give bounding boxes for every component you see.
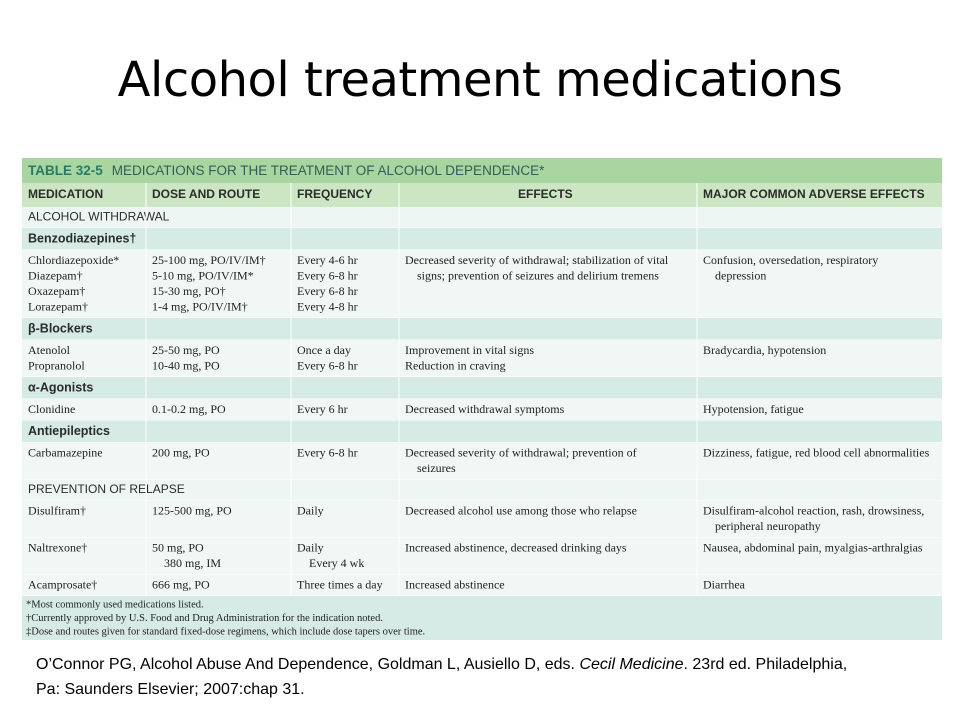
cell-text: Carbamazepine bbox=[28, 445, 103, 459]
section-band bbox=[22, 479, 942, 501]
cell-text: Three times a day bbox=[297, 577, 383, 591]
column-header: MAJOR COMMON ADVERSE EFFECTS bbox=[703, 187, 925, 201]
cell-text: depression bbox=[715, 268, 766, 282]
column-header: FREQUENCY bbox=[297, 187, 372, 201]
cell-text: Diazepam† bbox=[28, 268, 83, 282]
cell-text: Daily bbox=[297, 503, 324, 517]
cell-text: Atenolol bbox=[28, 343, 71, 357]
cell-text: 666 mg, PO bbox=[152, 577, 210, 591]
cell-text: Every 6-8 hr bbox=[297, 268, 358, 282]
cell-text: Improvement in vital signs bbox=[405, 343, 534, 357]
data-band bbox=[22, 442, 942, 480]
cell-text: Every 6-8 hr bbox=[297, 445, 358, 459]
citation-text: O’Connor PG, Alcohol Abuse And Dependenc… bbox=[36, 656, 580, 673]
cell-text: Every 6-8 hr bbox=[297, 284, 358, 298]
cell-text: Increased abstinence bbox=[405, 577, 505, 591]
footnote: ‡Dose and routes given for standard fixe… bbox=[26, 626, 425, 637]
table-title-band bbox=[22, 158, 942, 183]
cell-text: Every 4 wk bbox=[309, 556, 364, 570]
cell-text: 1-4 mg, PO/IV/IM† bbox=[152, 299, 248, 313]
cell-text: Every 4-6 hr bbox=[297, 253, 358, 267]
cell-text: 200 mg, PO bbox=[152, 445, 210, 459]
data-band bbox=[22, 537, 942, 575]
group-band bbox=[22, 318, 942, 340]
table-caption-text: MEDICATIONS FOR THE TREATMENT OF ALCOHOL… bbox=[112, 163, 545, 178]
column-header: EFFECTS bbox=[518, 187, 573, 201]
data-band bbox=[22, 250, 942, 318]
slide-title: Alcohol treatment medications bbox=[117, 52, 843, 108]
citation: O’Connor PG, Alcohol Abuse And Dependenc… bbox=[36, 652, 848, 702]
cell-text: Decreased severity of withdrawal; stabil… bbox=[405, 253, 669, 267]
cell-text: 25-50 mg, PO bbox=[152, 343, 220, 357]
cell-text: Clonidine bbox=[28, 402, 75, 416]
column-header-band bbox=[22, 183, 942, 207]
cell-text: Every 6-8 hr bbox=[297, 358, 358, 372]
cell-text: Naltrexone† bbox=[28, 540, 87, 554]
group-heading: Benzodiazepines† bbox=[28, 231, 136, 245]
cell-text: 10-40 mg, PO bbox=[152, 358, 220, 372]
cell-text: Decreased alcohol use among those who re… bbox=[405, 503, 637, 517]
cell-text: Oxazepam† bbox=[28, 284, 85, 298]
data-band bbox=[22, 500, 942, 538]
cell-text: Lorazepam† bbox=[28, 299, 88, 313]
cell-text: 15-30 mg, PO† bbox=[152, 284, 226, 298]
cell-text: Daily bbox=[297, 540, 324, 554]
cell-text: Nausea, abdominal pain, myalgias-arthral… bbox=[703, 540, 923, 554]
cell-text: Decreased withdrawal symptoms bbox=[405, 402, 565, 416]
cell-text: Chlordiazepoxide* bbox=[28, 253, 119, 267]
cell-text: Confusion, oversedation, respiratory bbox=[703, 253, 878, 267]
cell-text: Diarrhea bbox=[703, 577, 746, 591]
cell-text: Hypotension, fatigue bbox=[703, 402, 804, 416]
cell-text: 125-500 mg, PO bbox=[152, 503, 232, 517]
data-band bbox=[22, 574, 942, 596]
data-band bbox=[22, 399, 942, 421]
footnote: †Currently approved by U.S. Food and Dru… bbox=[26, 613, 383, 624]
cell-text: Every 4-8 hr bbox=[297, 299, 358, 313]
cell-text: Once a day bbox=[297, 343, 351, 357]
column-header: DOSE AND ROUTE bbox=[152, 187, 260, 201]
cell-text: 25-100 mg, PO/IV/IM† bbox=[152, 253, 266, 267]
column-header: MEDICATION bbox=[28, 187, 103, 201]
section-heading: PREVENTION OF RELAPSE bbox=[28, 482, 185, 496]
cell-text: 380 mg, IM bbox=[164, 556, 221, 570]
citation-text: . 23rd ed. Philadelphia, Pa: Saunders El… bbox=[36, 656, 848, 698]
cell-text: Acamprosate† bbox=[28, 577, 97, 591]
cell-text: Decreased severity of withdrawal; preven… bbox=[405, 445, 637, 459]
cell-text: peripheral neuropathy bbox=[715, 519, 821, 533]
group-heading: Antiepileptics bbox=[28, 424, 110, 438]
group-band bbox=[22, 420, 942, 443]
section-band bbox=[22, 207, 942, 228]
cell-text: Bradycardia, hypotension bbox=[703, 343, 826, 357]
footnote: *Most commonly used medications listed. bbox=[26, 599, 204, 610]
footnote-band bbox=[22, 596, 942, 640]
cell-text: 0.1-0.2 mg, PO bbox=[152, 402, 226, 416]
table-caption: TABLE 32-5 MEDICATIONS FOR THE TREATMENT … bbox=[28, 163, 545, 178]
cell-text: 5-10 mg, PO/IV/IM* bbox=[152, 268, 254, 282]
citation-book: Cecil Medicine bbox=[579, 656, 684, 673]
cell-text: Propranolol bbox=[28, 358, 85, 372]
group-heading: α-Agonists bbox=[28, 380, 93, 394]
group-band bbox=[22, 228, 942, 250]
cell-text: seizures bbox=[417, 461, 456, 475]
cell-text: Increased abstinence, decreased drinking… bbox=[405, 540, 627, 554]
cell-text: signs; prevention of seizures and deliri… bbox=[417, 268, 659, 282]
table-label: TABLE 32-5 bbox=[28, 163, 103, 178]
group-heading: β-Blockers bbox=[28, 321, 93, 335]
cell-text: Every 6 hr bbox=[297, 402, 348, 416]
cell-text: 50 mg, PO bbox=[152, 540, 204, 554]
cell-text: Reduction in craving bbox=[405, 358, 506, 372]
cell-text: Disulfiram-alcohol reaction, rash, drows… bbox=[703, 503, 924, 517]
cell-text: Dizziness, fatigue, red blood cell abnor… bbox=[703, 445, 930, 459]
cell-text: Disulfiram† bbox=[28, 503, 86, 517]
data-band bbox=[22, 340, 942, 377]
section-heading: ALCOHOL WITHDRAWAL bbox=[28, 210, 170, 224]
group-band bbox=[22, 377, 942, 399]
